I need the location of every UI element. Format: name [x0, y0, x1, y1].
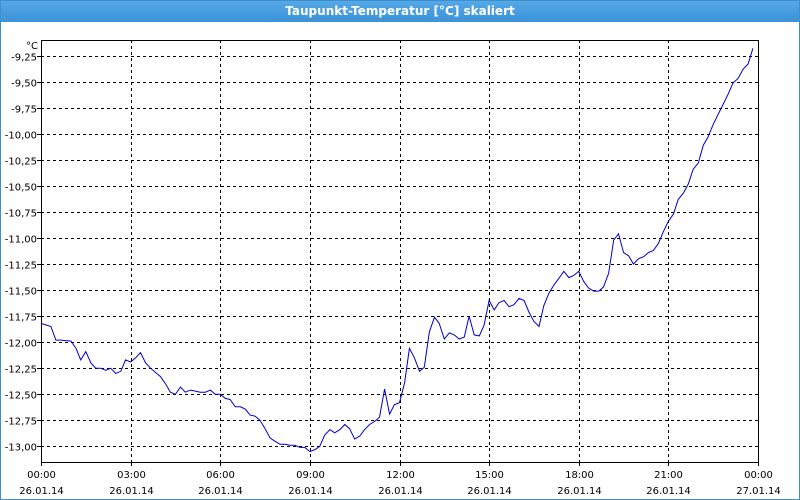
x-tick-date-label: 26.01.14 [646, 486, 691, 497]
axes: -13,00 -12,75 -12,50 -12,25 -12,00 -11,75 -11,… [5, 40, 781, 497]
plot-frame [41, 40, 759, 463]
x-tick-date-label: 26.01.14 [378, 486, 423, 497]
y-tick-label: -11,75 [5, 313, 37, 324]
y-tick-label: -11,00 [5, 235, 37, 246]
x-tick-time-label: 15:00 [475, 470, 504, 481]
y-tick-label: -12,75 [5, 417, 37, 428]
series-layer [40, 48, 754, 453]
x-tick-date-label: 26.01.14 [467, 486, 512, 497]
x-tick-time-label: 12:00 [386, 470, 415, 481]
x-tick-time-label: 03:00 [117, 470, 146, 481]
y-unit-label: °C [26, 41, 38, 52]
chart-title: Taupunkt-Temperatur [°C] skaliert [1, 1, 799, 22]
series-line [40, 48, 754, 453]
x-tick-date-label: 26.01.14 [19, 486, 64, 497]
y-tick-label: -12,50 [5, 391, 37, 402]
x-tick-time-label: 18:00 [565, 470, 594, 481]
y-tick-label: -12,25 [5, 365, 37, 376]
x-tick-date-label: 26.01.14 [557, 486, 602, 497]
y-tick-label: -13,00 [5, 443, 37, 454]
x-tick-date-label: 26.01.14 [288, 486, 333, 497]
x-tick-date-label: 26.01.14 [109, 486, 154, 497]
x-tick-time-label: 00:00 [744, 470, 773, 481]
x-tick-date-label: 27.01.14 [736, 486, 781, 497]
x-tick-time-label: 06:00 [206, 470, 235, 481]
y-tick-label: -11,25 [5, 261, 37, 272]
y-tick-label: -10,25 [5, 157, 37, 168]
y-tick-label: -10,50 [5, 183, 37, 194]
y-tick-label: -9,50 [11, 79, 37, 90]
grid [41, 40, 758, 462]
y-tick-label: -10,75 [5, 209, 37, 220]
x-tick-time-label: 09:00 [296, 470, 325, 481]
y-tick-label: -12,00 [5, 339, 37, 350]
x-tick-time-label: 00:00 [27, 470, 56, 481]
y-tick-label: -11,50 [5, 287, 37, 298]
x-tick-date-label: 26.01.14 [198, 486, 243, 497]
y-tick-label: -10,00 [5, 131, 37, 142]
x-tick-time-label: 21:00 [654, 470, 683, 481]
y-tick-label: -9,75 [11, 105, 37, 116]
y-tick-label: -9,25 [11, 53, 37, 64]
